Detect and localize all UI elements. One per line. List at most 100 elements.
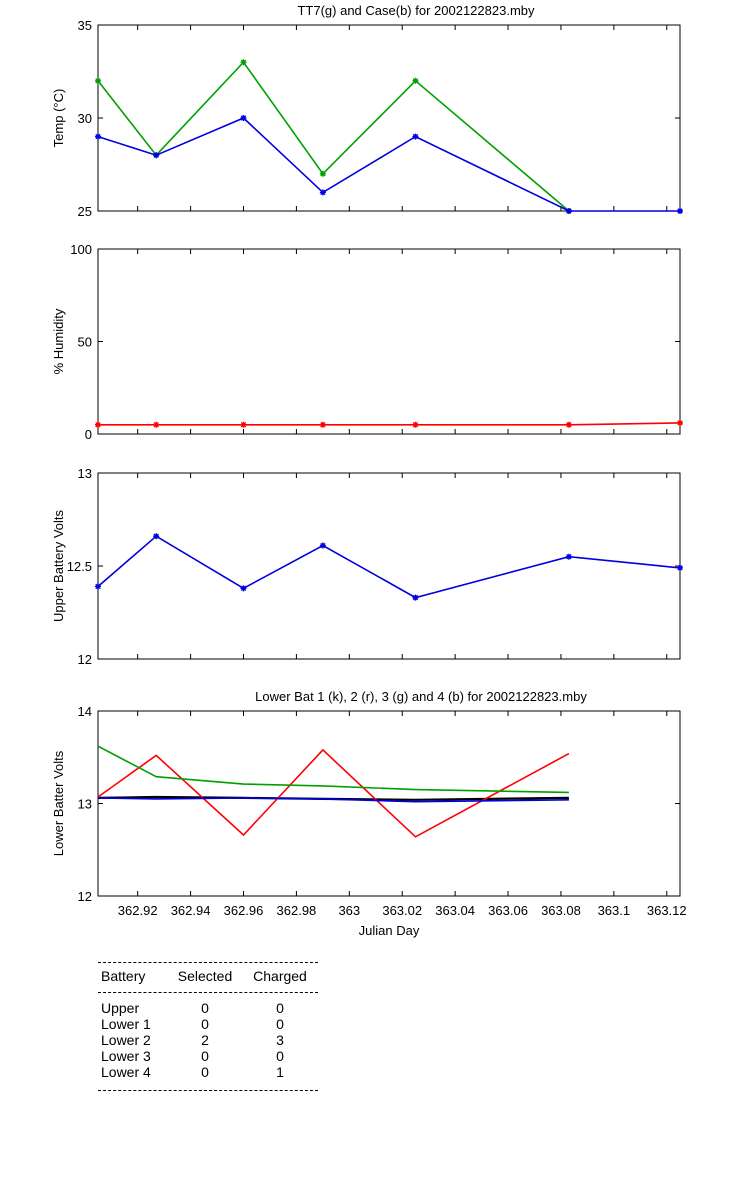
y-axis-label: Lower Batter Volts	[51, 750, 66, 856]
x-tick-label: 362.92	[118, 903, 158, 918]
data-point	[153, 533, 160, 540]
data-point	[319, 421, 326, 428]
y-tick-label: 30	[78, 111, 92, 126]
data-point	[95, 133, 101, 140]
data-point	[412, 421, 419, 428]
header-battery: Battery	[101, 968, 146, 984]
series-line-1	[97, 535, 681, 599]
y-tick-label: 25	[78, 204, 92, 219]
data-point	[240, 59, 247, 66]
plot-frame	[97, 472, 681, 660]
charged-count: 3	[276, 1032, 284, 1048]
data-point	[153, 152, 160, 159]
chart-panel-1: 25 30 35 TT7(g) and Case(b) for 2002122823.…	[51, 3, 683, 219]
y-axis-label: % Humidity	[51, 308, 66, 374]
x-tick-label: 362.98	[277, 903, 317, 918]
data-point	[319, 542, 326, 549]
data-point	[95, 583, 101, 590]
battery-name: Lower 1	[101, 1016, 151, 1032]
table-row: Upper 0 0	[98, 1000, 318, 1016]
table-header-divider	[98, 992, 318, 993]
data-point	[319, 189, 326, 196]
data-point	[240, 115, 247, 121]
series-line-4	[97, 797, 569, 803]
x-tick-label: 362.94	[171, 903, 211, 918]
data-point	[95, 421, 101, 428]
y-axis-label: Upper Battery Volts	[51, 510, 66, 622]
data-point	[319, 170, 326, 177]
data-point	[412, 133, 419, 140]
y-tick-label: 12	[78, 652, 92, 667]
battery-name: Upper	[101, 1000, 140, 1016]
plot-frame	[97, 24, 681, 212]
data-point	[412, 77, 419, 84]
battery-name: Lower 3	[101, 1048, 151, 1064]
y-tick-label: 50	[78, 335, 92, 350]
y-axis-label: Temp (°C)	[51, 89, 66, 148]
battery-table: Battery Selected Charged Upper 0 0 Lower…	[98, 962, 318, 1091]
data-point	[677, 564, 683, 571]
y-tick-label: 100	[70, 242, 92, 257]
y-tick-label: 12	[78, 889, 92, 904]
data-point	[153, 421, 160, 428]
x-tick-label: 363.1	[598, 903, 631, 918]
table-bottom-divider	[98, 1090, 318, 1091]
table-body: Upper 0 0 Lower 1 0 0 Lower 2 2 3 Lower …	[98, 1000, 318, 1080]
y-tick-label: 13	[78, 466, 92, 481]
charged-count: 0	[276, 1048, 284, 1064]
data-point	[565, 208, 572, 214]
selected-count: 0	[201, 1048, 209, 1064]
header-charged: Charged	[253, 968, 307, 984]
y-tick-label: 12.5	[67, 559, 92, 574]
series-line-2	[97, 117, 680, 212]
x-tick-label: 362.96	[224, 903, 264, 918]
y-tick-label: 14	[78, 704, 92, 719]
charged-count: 0	[276, 1000, 284, 1016]
selected-count: 0	[201, 1000, 209, 1016]
x-axis-label: Julian Day	[359, 923, 420, 938]
y-tick-label: 13	[78, 797, 92, 812]
x-tick-label: 363.04	[435, 903, 475, 918]
table-row: Lower 3 0 0	[98, 1048, 318, 1064]
chart-title: Lower Bat 1 (k), 2 (r), 3 (g) and 4 (b) …	[255, 689, 587, 704]
y-tick-label: 35	[78, 18, 92, 33]
x-tick-label: 363.02	[382, 903, 422, 918]
table-row: Lower 2 2 3	[98, 1032, 318, 1048]
table-header-row: Battery Selected Charged	[98, 968, 318, 984]
data-point	[412, 594, 419, 601]
chart-panel-2: 0 50 100 % Humidity	[51, 242, 683, 442]
header-selected: Selected	[177, 968, 233, 984]
chart-panel-4: 12 13 14 Lower Bat 1 (k), 2 (r), 3 (g) and …	[51, 689, 687, 938]
table-top-divider	[98, 962, 318, 963]
data-point	[240, 421, 247, 428]
charts-canvas: 25 30 35 TT7(g) and Case(b) for 2002122823.…	[51, 3, 687, 938]
selected-count: 2	[201, 1032, 209, 1048]
x-tick-label: 363.06	[488, 903, 528, 918]
x-tick-label: 363	[338, 903, 360, 918]
plot-frame	[97, 710, 681, 897]
series-line-3	[97, 745, 569, 794]
series-line-1	[97, 60, 570, 212]
series-line-1	[98, 422, 681, 426]
charged-count: 0	[276, 1016, 284, 1032]
chart-title: TT7(g) and Case(b) for 2002122823.mby	[297, 3, 535, 18]
selected-count: 0	[201, 1016, 209, 1032]
charged-count: 1	[276, 1064, 284, 1080]
y-tick-label: 0	[85, 427, 92, 442]
data-point	[240, 585, 247, 592]
battery-name: Lower 4	[101, 1064, 151, 1080]
plot-frame	[97, 248, 681, 435]
x-tick-label: 363.08	[541, 903, 581, 918]
x-tick-label: 363.12	[647, 903, 687, 918]
table-row: Lower 4 0 1	[98, 1064, 318, 1080]
series-line-2	[97, 748, 570, 838]
data-point	[565, 553, 572, 560]
battery-name: Lower 2	[101, 1032, 151, 1048]
table-row: Lower 1 0 0	[98, 1016, 318, 1032]
data-point	[565, 421, 572, 428]
data-point	[95, 77, 101, 84]
chart-panel-3: 12 12.5 13 Upper Battery Volts	[51, 466, 683, 667]
selected-count: 0	[201, 1064, 209, 1080]
data-point	[677, 419, 683, 426]
data-point	[677, 208, 683, 214]
